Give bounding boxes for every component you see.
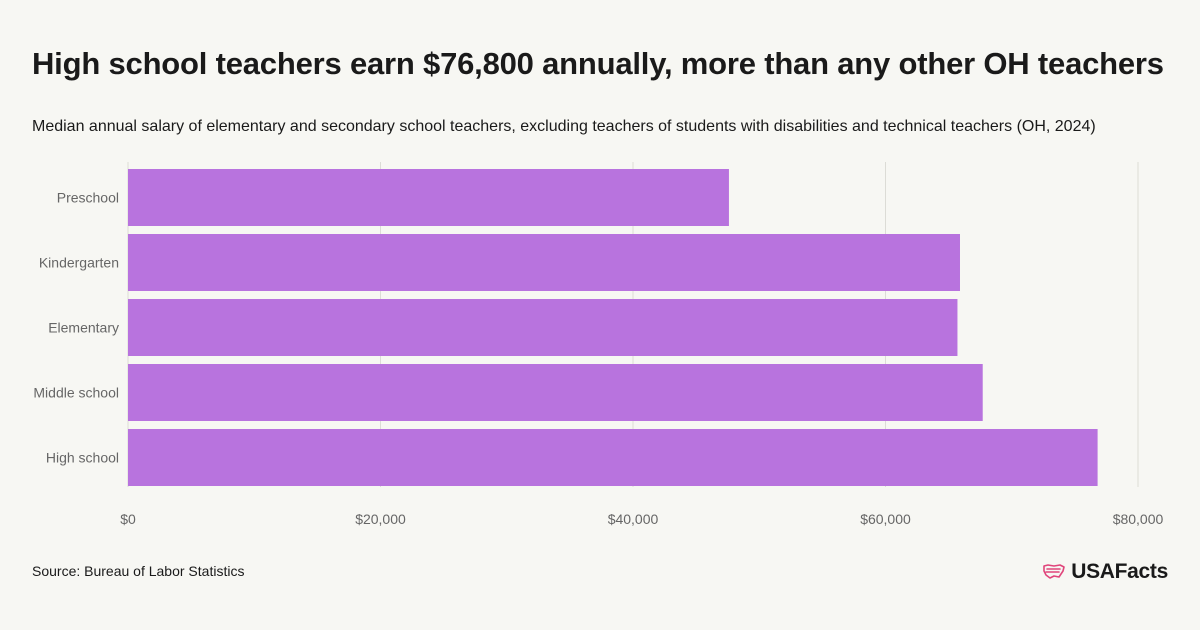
x-tick-label: $0 [120,511,136,527]
category-label: Kindergarten [39,255,119,271]
bar [128,234,960,291]
chart-title: High school teachers earn $76,800 annual… [32,46,1164,81]
bar [128,169,729,226]
category-label: High school [46,450,119,466]
source-note: Source: Bureau of Labor Statistics [32,563,245,579]
x-axis-ticks: $0 $20,000 $40,000 $60,000 $80,000 [120,511,1163,527]
x-tick-label: $60,000 [860,511,911,527]
category-label: Preschool [57,190,119,206]
x-tick-label: $40,000 [608,511,659,527]
category-label: Middle school [33,385,119,401]
usafacts-logo: USAFacts [1042,560,1168,584]
chart-subtitle: Median annual salary of elementary and s… [32,118,1096,135]
bar [128,364,983,421]
category-labels: Preschool Kindergarten Elementary Middle sc… [33,190,119,466]
brand-name: USAFacts [1071,560,1168,583]
x-tick-label: $80,000 [1113,511,1164,527]
bar [128,299,958,356]
bars [128,169,1098,486]
bar [128,429,1098,486]
x-tick-label: $20,000 [355,511,406,527]
us-map-icon [1043,564,1066,579]
bar-chart: Preschool Kindergarten Elementary Middle sc… [33,162,1164,527]
category-label: Elementary [48,320,119,336]
